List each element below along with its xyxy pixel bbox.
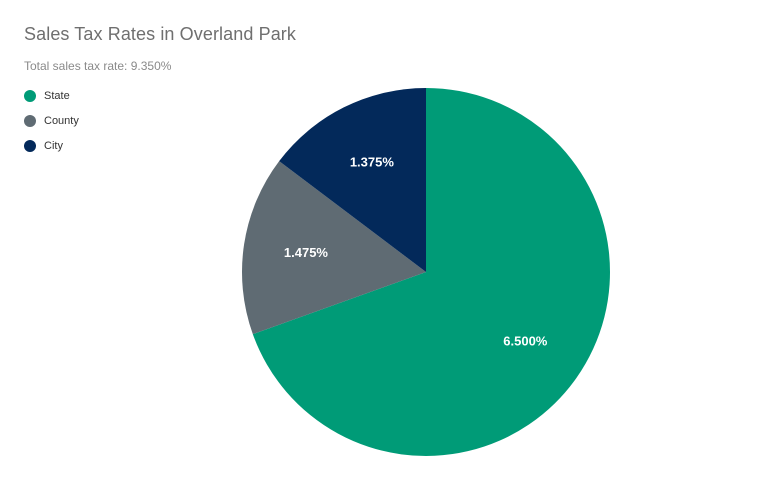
legend-swatch-city	[24, 140, 36, 152]
slice-label-county: 1.475%	[284, 245, 329, 260]
legend-swatch-county	[24, 115, 36, 127]
chart-title: Sales Tax Rates in Overland Park	[24, 24, 296, 44]
legend-label-city: City	[44, 140, 63, 152]
legend-swatch-state	[24, 90, 36, 102]
legend-label-state: State	[44, 90, 70, 102]
legend-item-county[interactable]: County	[24, 113, 79, 129]
pie-slice-state[interactable]	[252, 88, 611, 457]
slice-label-state: 6.500%	[503, 333, 548, 348]
legend-label-county: County	[44, 115, 79, 127]
legend-item-city[interactable]: City	[24, 138, 79, 154]
legend-item-state[interactable]: State	[24, 88, 79, 104]
slice-label-city: 1.375%	[350, 155, 395, 170]
legend: State County City	[24, 88, 79, 163]
chart-subtitle: Total sales tax rate: 9.350%	[24, 59, 172, 73]
pie-slice-city[interactable]	[279, 88, 426, 272]
pie-slice-county[interactable]	[242, 161, 426, 335]
